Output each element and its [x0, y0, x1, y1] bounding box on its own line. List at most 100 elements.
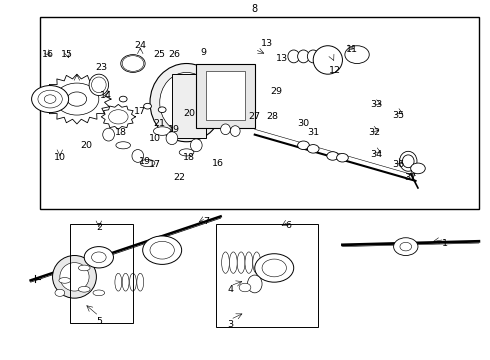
- Text: 11: 11: [346, 45, 358, 54]
- Ellipse shape: [160, 72, 213, 133]
- Ellipse shape: [221, 252, 229, 273]
- Text: 1: 1: [442, 239, 448, 248]
- Text: 35: 35: [392, 111, 405, 120]
- Ellipse shape: [297, 50, 309, 63]
- Ellipse shape: [78, 265, 90, 271]
- Text: 18: 18: [115, 129, 127, 138]
- Circle shape: [411, 163, 425, 174]
- Ellipse shape: [288, 50, 299, 63]
- Bar: [70, 224, 133, 323]
- Text: 20: 20: [183, 109, 195, 118]
- Circle shape: [44, 95, 56, 103]
- Text: 37: 37: [405, 173, 416, 182]
- Text: 34: 34: [370, 150, 383, 159]
- Ellipse shape: [129, 273, 136, 291]
- Ellipse shape: [60, 262, 89, 291]
- Text: 5: 5: [96, 317, 102, 326]
- Ellipse shape: [191, 139, 202, 152]
- Circle shape: [150, 241, 174, 259]
- Ellipse shape: [313, 46, 343, 74]
- Text: 15: 15: [61, 50, 73, 59]
- Ellipse shape: [229, 252, 237, 273]
- Ellipse shape: [237, 252, 245, 273]
- Ellipse shape: [93, 290, 105, 296]
- Circle shape: [38, 90, 62, 108]
- Circle shape: [55, 289, 65, 296]
- Text: 2: 2: [96, 222, 102, 231]
- Ellipse shape: [103, 128, 115, 141]
- Circle shape: [393, 238, 418, 256]
- Text: 19: 19: [169, 125, 180, 134]
- Text: 23: 23: [95, 63, 107, 72]
- Circle shape: [255, 254, 294, 282]
- Text: 13: 13: [261, 40, 273, 49]
- Circle shape: [239, 283, 251, 292]
- Ellipse shape: [116, 142, 130, 149]
- Text: 10: 10: [54, 153, 66, 162]
- Circle shape: [31, 86, 69, 113]
- Text: 28: 28: [266, 112, 278, 121]
- Text: 20: 20: [81, 141, 93, 150]
- Text: 14: 14: [100, 91, 112, 100]
- Text: 21: 21: [154, 120, 166, 129]
- Circle shape: [345, 46, 369, 63]
- Text: 33: 33: [370, 100, 383, 109]
- Text: 36: 36: [392, 160, 405, 169]
- Text: 27: 27: [249, 112, 261, 121]
- Ellipse shape: [245, 252, 253, 273]
- Ellipse shape: [230, 126, 240, 136]
- Circle shape: [337, 153, 348, 162]
- Text: 17: 17: [149, 160, 161, 169]
- Ellipse shape: [247, 275, 262, 293]
- Ellipse shape: [179, 149, 194, 156]
- Circle shape: [327, 152, 339, 160]
- Ellipse shape: [115, 273, 122, 291]
- Text: 4: 4: [227, 285, 233, 294]
- Ellipse shape: [220, 124, 230, 135]
- Ellipse shape: [399, 151, 417, 171]
- Ellipse shape: [137, 273, 144, 291]
- Ellipse shape: [52, 256, 97, 298]
- Text: 29: 29: [270, 87, 283, 96]
- Ellipse shape: [59, 278, 71, 283]
- Circle shape: [400, 242, 412, 251]
- Circle shape: [158, 107, 166, 113]
- Ellipse shape: [317, 50, 329, 63]
- Text: 3: 3: [227, 320, 233, 329]
- Text: 9: 9: [200, 48, 207, 57]
- Text: 16: 16: [42, 50, 54, 59]
- Text: 8: 8: [252, 4, 258, 14]
- Text: 7: 7: [203, 217, 209, 226]
- Text: 25: 25: [154, 50, 166, 59]
- Bar: [206, 71, 245, 120]
- Ellipse shape: [327, 54, 339, 66]
- Text: 13: 13: [275, 54, 288, 63]
- Circle shape: [109, 110, 128, 124]
- Bar: [196, 63, 255, 127]
- Text: 32: 32: [368, 129, 380, 138]
- Ellipse shape: [307, 50, 319, 63]
- Circle shape: [297, 141, 309, 149]
- Bar: [172, 74, 206, 138]
- Circle shape: [262, 259, 287, 277]
- Text: 12: 12: [329, 66, 341, 75]
- Circle shape: [55, 83, 99, 115]
- Ellipse shape: [122, 273, 129, 291]
- Ellipse shape: [89, 74, 109, 95]
- Ellipse shape: [92, 77, 106, 93]
- Text: 16: 16: [212, 158, 224, 167]
- Ellipse shape: [402, 155, 414, 168]
- Ellipse shape: [122, 56, 144, 71]
- Ellipse shape: [150, 63, 223, 142]
- Text: 18: 18: [183, 153, 195, 162]
- Circle shape: [143, 236, 182, 264]
- Text: 24: 24: [134, 41, 146, 50]
- Text: 6: 6: [286, 221, 292, 230]
- Text: 19: 19: [139, 157, 151, 166]
- Bar: [216, 224, 318, 327]
- Circle shape: [121, 55, 145, 72]
- Circle shape: [307, 145, 319, 153]
- Text: 30: 30: [297, 120, 310, 129]
- Ellipse shape: [153, 127, 171, 135]
- Ellipse shape: [132, 149, 144, 162]
